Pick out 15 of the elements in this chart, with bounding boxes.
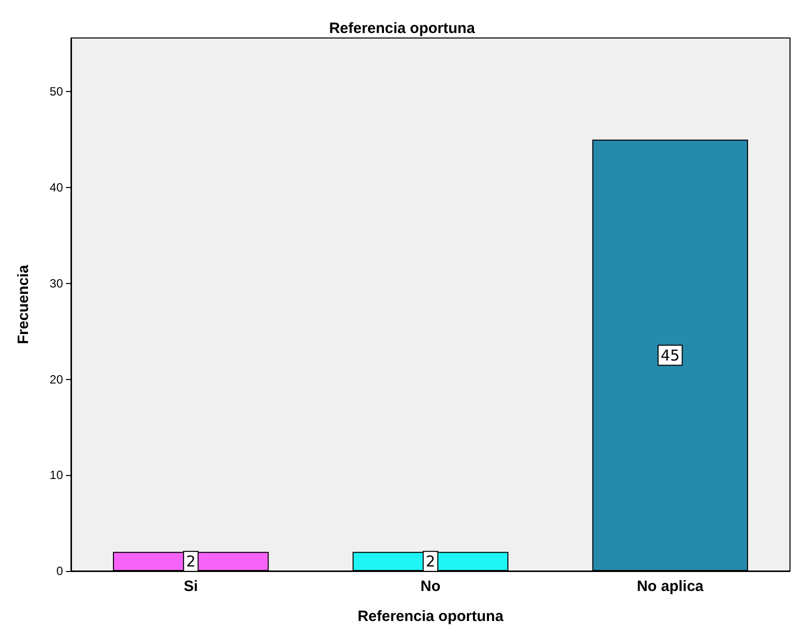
data-label: 45 (660, 346, 680, 364)
chart-title: Referencia oportuna (329, 20, 476, 37)
y-tick-label: 30 (50, 276, 64, 290)
y-tick-label: 10 (50, 468, 64, 482)
data-label: 2 (186, 552, 196, 570)
y-tick-label: 50 (50, 84, 64, 99)
x-axis-title: Referencia oportuna (358, 608, 504, 625)
x-tick-label: Si (184, 578, 198, 595)
x-tick-label: No (420, 578, 440, 595)
y-tick-label: 20 (50, 372, 64, 386)
x-tick-label: No aplica (636, 578, 704, 595)
y-tick-label: 0 (56, 564, 64, 578)
data-label: 2 (426, 552, 436, 570)
y-axis-title: Frecuencia (15, 264, 32, 344)
y-tick-label: 40 (50, 180, 64, 195)
